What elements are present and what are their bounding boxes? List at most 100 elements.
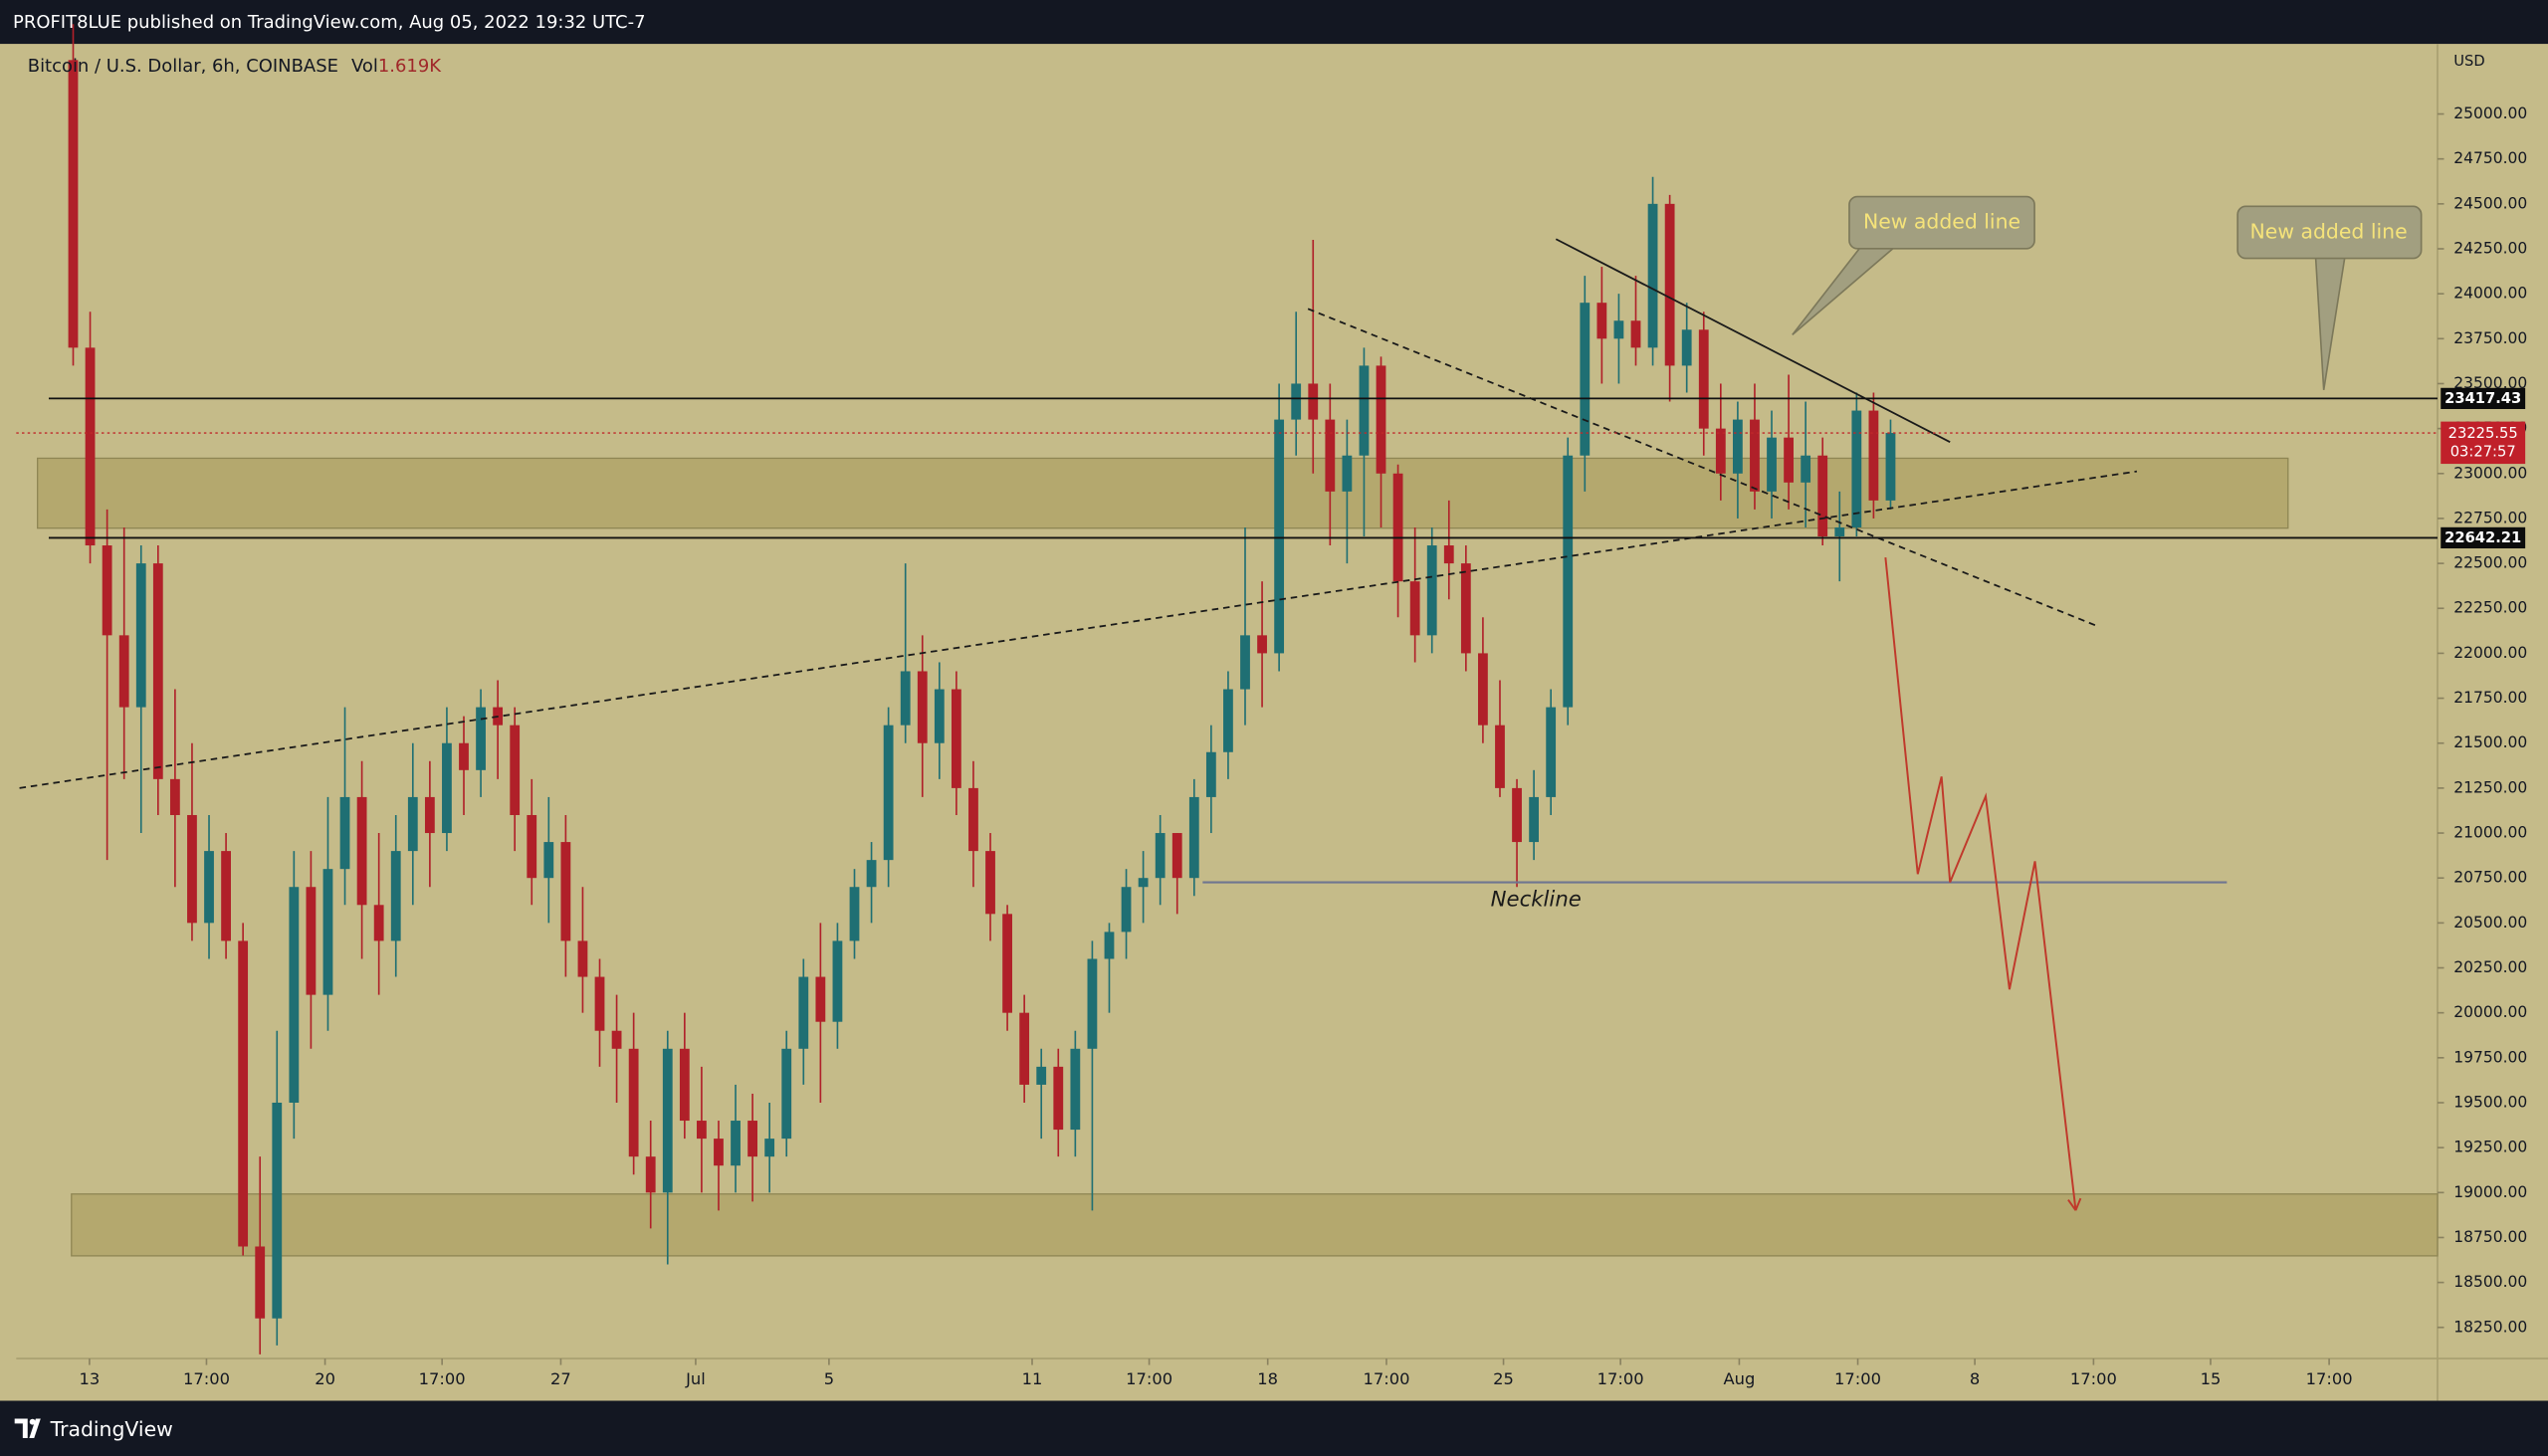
y-tick-label: 21500.00	[2453, 733, 2527, 751]
candle-body	[1580, 303, 1591, 456]
candle-body	[1529, 796, 1540, 843]
projection-path	[1884, 557, 2077, 1211]
level-tag-label: 23417.43	[2444, 390, 2521, 407]
candle-body	[815, 976, 826, 1022]
candle-body	[1834, 526, 1845, 537]
candle-body	[628, 1048, 639, 1157]
candle-body	[1630, 320, 1641, 348]
candle-body	[1681, 329, 1692, 366]
candle-body	[1019, 1012, 1030, 1085]
candle-body	[1359, 365, 1370, 456]
callout: New added line	[1792, 195, 2035, 335]
x-tick-label: 17:00	[1834, 1369, 1881, 1388]
x-tick-label: 27	[550, 1369, 571, 1388]
y-tick-label: 24000.00	[2453, 285, 2527, 303]
candle-body	[407, 796, 418, 852]
logo-dot	[29, 1418, 36, 1425]
callout-text: New added line	[2250, 219, 2408, 243]
candle-body	[968, 787, 978, 852]
candle-body	[1885, 433, 1896, 501]
candle-body	[1647, 203, 1658, 348]
candle-body	[611, 1030, 622, 1049]
symbol-title: Bitcoin / U.S. Dollar, 6h, COINBASE Vol1.…	[28, 56, 443, 77]
y-tick-label: 20500.00	[2453, 914, 2527, 932]
x-tick-label: 17:00	[1597, 1369, 1644, 1388]
candle-body	[679, 1048, 690, 1122]
candle-body	[731, 1121, 741, 1166]
candle-body	[1715, 428, 1726, 474]
candle-body	[1613, 320, 1624, 339]
candle-body	[1546, 707, 1557, 797]
x-tick-label: 17:00	[419, 1369, 466, 1388]
candle-body	[135, 563, 146, 708]
candle-body	[577, 940, 588, 977]
candle-body	[951, 689, 961, 788]
y-tick-label: 20250.00	[2453, 958, 2527, 976]
candle-body	[1801, 455, 1811, 483]
callout: New added line	[2236, 205, 2423, 391]
y-tick-label: 24250.00	[2453, 240, 2527, 258]
arrow-head	[2067, 1198, 2077, 1211]
candle-body	[985, 851, 995, 915]
candle-body	[798, 976, 809, 1049]
zone	[37, 457, 2289, 529]
candle-body	[1392, 473, 1403, 582]
volume-name: Vol	[351, 56, 378, 77]
x-tick-label: 5	[824, 1369, 834, 1388]
candle-body	[527, 814, 537, 879]
y-tick-label: 19750.00	[2453, 1048, 2527, 1066]
candle-body	[1784, 437, 1794, 483]
x-tick-label: 17:00	[183, 1369, 230, 1388]
candle-body	[917, 671, 928, 743]
candle-body	[1308, 383, 1319, 420]
candle-body	[221, 851, 231, 941]
candle-body	[373, 905, 384, 941]
candle-body	[1767, 437, 1777, 492]
candle-body	[476, 707, 486, 770]
candle-body	[510, 725, 521, 815]
candle-body	[169, 778, 180, 815]
candle-body	[1698, 329, 1709, 429]
candle-body	[1240, 635, 1250, 690]
candle-body	[934, 689, 945, 743]
x-tick-label: 17:00	[1126, 1369, 1172, 1388]
y-tick-label: 22250.00	[2453, 599, 2527, 617]
candle-body	[356, 796, 367, 906]
brand-logo	[14, 1418, 41, 1439]
candle-body	[781, 1048, 792, 1140]
x-tick-label: Jul	[685, 1369, 706, 1388]
y-tick-label: 21750.00	[2453, 689, 2527, 707]
x-tick-label: 11	[1022, 1369, 1043, 1388]
candle-body	[662, 1048, 673, 1193]
y-tick-label: 18750.00	[2453, 1228, 2527, 1246]
y-tick-label: 18500.00	[2453, 1273, 2527, 1291]
candle-body	[68, 60, 79, 348]
candle-body	[747, 1121, 758, 1157]
callout-box	[2236, 205, 2423, 260]
level-tag-label: 22642.21	[2444, 529, 2521, 546]
symbol: Bitcoin / U.S. Dollar, 6h, COINBASE	[28, 56, 338, 77]
y-tick-label: 20750.00	[2453, 869, 2527, 887]
candle-body	[442, 742, 452, 834]
candle-body	[1460, 563, 1471, 654]
candle-body	[1002, 914, 1012, 1013]
candle-body	[85, 347, 96, 546]
candle-body	[187, 814, 197, 924]
candle-body	[697, 1121, 707, 1140]
candle-body	[255, 1246, 266, 1319]
trendline	[1307, 308, 2097, 627]
x-tick-label: 17:00	[2306, 1369, 2353, 1388]
candle-body	[1376, 365, 1386, 474]
candle-body	[1732, 419, 1743, 474]
candle-body	[1155, 833, 1166, 879]
x-tick-label: 25	[1493, 1369, 1514, 1388]
x-tick-label: 17:00	[2070, 1369, 2117, 1388]
candle-body	[714, 1139, 724, 1166]
candle-body	[1223, 689, 1233, 752]
x-tick-label: Aug	[1723, 1369, 1755, 1388]
plot-area: Neckline	[16, 24, 2444, 1365]
last-price-label: 23225.55	[2448, 425, 2518, 442]
candle-body	[459, 742, 469, 770]
volume-value: 1.619K	[378, 56, 442, 77]
